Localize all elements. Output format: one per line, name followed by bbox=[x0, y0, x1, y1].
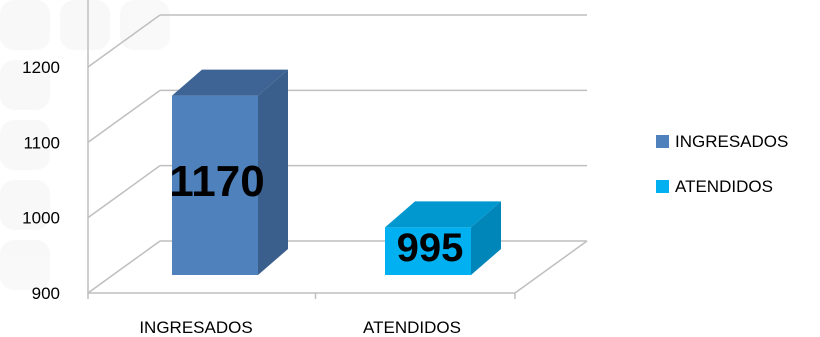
legend-swatch bbox=[656, 180, 669, 193]
legend-item: ATENDIDOS bbox=[656, 177, 773, 196]
x-category-label: INGRESADOS bbox=[139, 318, 252, 337]
data-label: 1170 bbox=[169, 157, 264, 206]
gridline-side bbox=[87, 14, 161, 68]
bar-side bbox=[258, 69, 288, 275]
y-tick-label: 1000 bbox=[22, 209, 60, 228]
bar-front bbox=[172, 95, 258, 275]
bar-top bbox=[385, 201, 501, 228]
y-tick-label: 1100 bbox=[23, 133, 60, 152]
floor-right-edge bbox=[514, 240, 588, 294]
gridlines bbox=[87, 14, 587, 299]
legend-label: ATENDIDOS bbox=[675, 177, 773, 196]
legend-label: INGRESADOS bbox=[675, 132, 788, 151]
legend-item: INGRESADOS bbox=[656, 132, 788, 151]
bars: 1170 995 bbox=[169, 69, 501, 275]
gridline-side bbox=[87, 165, 161, 219]
y-tick-label: 900 bbox=[32, 284, 60, 303]
x-axis-categories: INGRESADOS ATENDIDOS bbox=[139, 318, 461, 337]
bar-ingresados: 1170 bbox=[169, 69, 288, 275]
bar-front bbox=[385, 227, 471, 275]
bar-top bbox=[172, 69, 288, 96]
background-decoration bbox=[0, 0, 170, 290]
y-tick-label: 1200 bbox=[22, 58, 60, 77]
bar-atendidos: 995 bbox=[385, 201, 501, 275]
legend-swatch bbox=[656, 135, 669, 148]
data-label: 995 bbox=[397, 226, 464, 270]
gridline-side bbox=[87, 89, 161, 143]
bar-side bbox=[471, 201, 501, 275]
y-axis-ticks: 900 1000 1100 1200 bbox=[22, 58, 60, 303]
x-category-label: ATENDIDOS bbox=[363, 318, 461, 337]
legend: INGRESADOS ATENDIDOS bbox=[656, 132, 788, 196]
